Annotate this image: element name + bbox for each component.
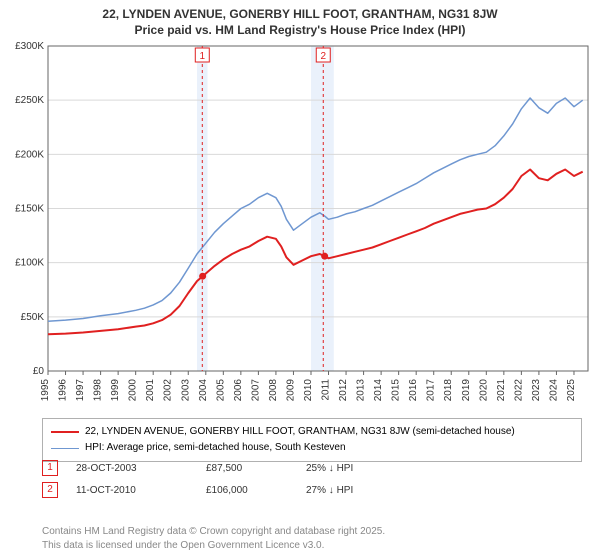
svg-text:2009: 2009	[285, 379, 296, 402]
marker-table: 1 28-OCT-2003 £87,500 25% ↓ HPI 2 11-OCT…	[42, 460, 406, 504]
svg-text:2: 2	[320, 51, 326, 62]
svg-text:2014: 2014	[373, 379, 384, 402]
footer-line2: This data is licensed under the Open Gov…	[42, 539, 385, 553]
svg-text:2016: 2016	[408, 379, 419, 402]
svg-text:2019: 2019	[461, 379, 472, 402]
chart-area: £0 £50K £100K £150K £200K £250K £300K 1995 1996 1…	[8, 40, 592, 410]
footer-line1: Contains HM Land Registry data © Crown c…	[42, 525, 385, 539]
svg-text:2006: 2006	[233, 379, 244, 402]
svg-text:2008: 2008	[268, 379, 279, 402]
marker-date: 28-OCT-2003	[76, 463, 206, 474]
svg-text:2002: 2002	[163, 379, 174, 402]
svg-text:1998: 1998	[93, 379, 104, 402]
legend-row-hpi: HPI: Average price, semi-detached house,…	[51, 440, 573, 456]
svg-text:2025: 2025	[566, 379, 577, 402]
marker-delta: 27% ↓ HPI	[306, 485, 406, 496]
svg-text:£100K: £100K	[15, 258, 44, 269]
svg-text:2004: 2004	[198, 379, 209, 402]
marker-delta: 25% ↓ HPI	[306, 463, 406, 474]
svg-text:1996: 1996	[58, 379, 69, 402]
legend-label-price: 22, LYNDEN AVENUE, GONERBY HILL FOOT, GR…	[85, 424, 515, 440]
marker-price: £106,000	[206, 485, 306, 496]
svg-text:1995: 1995	[40, 379, 51, 402]
svg-text:2013: 2013	[356, 379, 367, 402]
svg-text:2015: 2015	[391, 379, 402, 402]
legend-swatch-hpi	[51, 448, 79, 449]
marker-badge: 1	[42, 460, 58, 476]
legend: 22, LYNDEN AVENUE, GONERBY HILL FOOT, GR…	[42, 418, 582, 462]
svg-text:2018: 2018	[443, 379, 454, 402]
legend-swatch-price	[51, 431, 79, 433]
svg-text:2007: 2007	[250, 379, 261, 402]
svg-text:2005: 2005	[215, 379, 226, 402]
svg-text:2021: 2021	[496, 379, 507, 402]
svg-text:£150K: £150K	[15, 204, 44, 215]
svg-text:£300K: £300K	[15, 41, 44, 52]
marker-row: 1 28-OCT-2003 £87,500 25% ↓ HPI	[42, 460, 406, 476]
svg-text:£250K: £250K	[15, 95, 44, 106]
marker-price: £87,500	[206, 463, 306, 474]
svg-text:1999: 1999	[110, 379, 121, 402]
footer-attribution: Contains HM Land Registry data © Crown c…	[42, 525, 385, 552]
svg-text:2024: 2024	[548, 379, 559, 402]
chart-title: 22, LYNDEN AVENUE, GONERBY HILL FOOT, GR…	[0, 0, 600, 38]
svg-text:2017: 2017	[426, 379, 437, 402]
marker-row: 2 11-OCT-2010 £106,000 27% ↓ HPI	[42, 482, 406, 498]
title-line2: Price paid vs. HM Land Registry's House …	[0, 22, 600, 38]
line-chart-svg: £0 £50K £100K £150K £200K £250K £300K 1995 1996 1…	[8, 40, 592, 410]
svg-text:2020: 2020	[478, 379, 489, 402]
svg-text:2003: 2003	[180, 379, 191, 402]
svg-text:£0: £0	[33, 366, 45, 377]
svg-text:2023: 2023	[531, 379, 542, 402]
title-line1: 22, LYNDEN AVENUE, GONERBY HILL FOOT, GR…	[0, 6, 600, 22]
svg-text:1: 1	[200, 51, 206, 62]
svg-text:£200K: £200K	[15, 149, 44, 160]
marker-date: 11-OCT-2010	[76, 485, 206, 496]
svg-text:2011: 2011	[321, 379, 332, 401]
legend-label-hpi: HPI: Average price, semi-detached house,…	[85, 440, 346, 456]
svg-text:2022: 2022	[513, 379, 524, 402]
svg-text:2001: 2001	[145, 379, 156, 402]
svg-text:2012: 2012	[338, 379, 349, 402]
svg-text:£50K: £50K	[21, 312, 45, 323]
svg-text:2000: 2000	[128, 379, 139, 402]
legend-row-price: 22, LYNDEN AVENUE, GONERBY HILL FOOT, GR…	[51, 424, 573, 440]
svg-text:2010: 2010	[303, 379, 314, 402]
marker-badge: 2	[42, 482, 58, 498]
svg-text:1997: 1997	[75, 379, 86, 402]
